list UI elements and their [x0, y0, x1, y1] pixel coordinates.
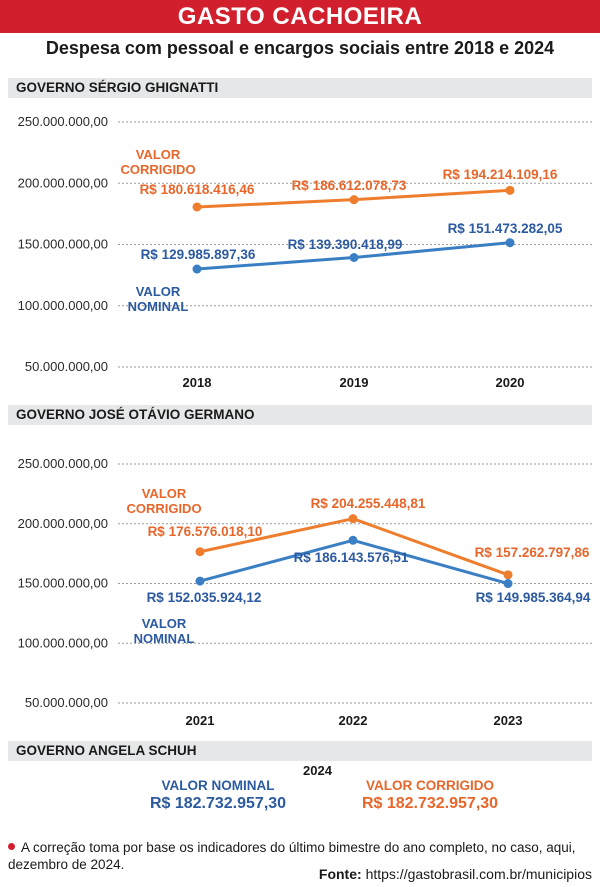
y-tick-label: 50.000.000,00 — [25, 695, 108, 710]
data-point-nominal — [503, 579, 513, 589]
section-header-germano: GOVERNO JOSÉ OTÁVIO GERMANO — [8, 405, 592, 425]
x-tick-label: 2018 — [183, 375, 212, 390]
data-point-nominal — [195, 576, 205, 586]
data-label-corrigido: R$ 176.576.018,10 — [148, 524, 263, 539]
page-subtitle: Despesa com pessoal e encargos sociais e… — [45, 38, 555, 58]
y-tick-label: 100.000.000,00 — [18, 298, 108, 313]
summary-corrigido-value: R$ 182.732.957,30 — [361, 795, 499, 812]
y-tick-label: 50.000.000,00 — [25, 359, 108, 374]
data-point-nominal — [192, 264, 202, 274]
data-label-corrigido: R$ 204.255.448,81 — [311, 496, 426, 511]
y-tick-label: 100.000.000,00 — [18, 635, 108, 650]
data-point-corrigido — [349, 195, 359, 205]
chart-ghignatti: 250.000.000,00 200.000.000,00 150.000.000,… — [18, 114, 592, 390]
data-label-corrigido: R$ 180.618.416,46 — [140, 182, 255, 197]
summary-nominal-value: R$ 182.732.957,30 — [149, 795, 287, 812]
bullet-icon — [8, 843, 15, 850]
y-tick-label: 150.000.000,00 — [18, 237, 108, 252]
summary-nominal: VALOR NOMINAL R$ 182.732.957,30 — [118, 778, 318, 813]
data-label-nominal: R$ 129.985.897,36 — [141, 247, 256, 262]
data-point-nominal — [505, 238, 515, 248]
footer-note-text: A correção toma por base os indicadores … — [8, 840, 576, 872]
data-label-nominal: R$ 152.035.924,12 — [147, 590, 262, 605]
data-label-nominal: R$ 186.143.576,51 — [294, 550, 409, 565]
footer-note: A correção toma por base os indicadores … — [8, 839, 593, 873]
source-label: Fonte: — [318, 866, 362, 882]
data-point-corrigido — [503, 570, 513, 580]
data-point-corrigido — [192, 202, 202, 212]
page-banner: GASTO CACHOEIRA — [0, 0, 600, 33]
data-point-nominal — [349, 252, 359, 262]
data-label-nominal: R$ 139.390.418,99 — [288, 237, 403, 252]
x-tick-label: 2020 — [496, 375, 525, 390]
data-label-corrigido: R$ 157.262.797,86 — [475, 545, 590, 560]
summary-corrigido: VALOR CORRIGIDO R$ 182.732.957,30 — [330, 778, 530, 813]
y-tick-label: 150.000.000,00 — [18, 576, 108, 591]
data-point-corrigido — [505, 185, 515, 195]
x-tick-label: 2023 — [494, 713, 523, 728]
summary-year: 2024 — [303, 763, 332, 778]
section-header-ghignatti: GOVERNO SÉRGIO GHIGNATTI — [8, 78, 592, 98]
data-point-corrigido — [348, 514, 358, 524]
data-label-nominal: R$ 151.473.282,05 — [448, 221, 563, 236]
summary-corrigido-label: VALOR CORRIGIDO — [366, 778, 494, 793]
data-label-corrigido: R$ 194.214.109,16 — [443, 167, 558, 182]
source-line: Fonte: https://gastobrasil.com.br/munici… — [319, 866, 592, 882]
source-url: https://gastobrasil.com.br/municipios — [365, 866, 592, 882]
series-name-nominal: VALOR — [142, 616, 187, 631]
chart-germano: 250.000.000,00 200.000.000,00 150.000.000,… — [18, 456, 592, 728]
data-label-corrigido: R$ 186.612.078,73 — [292, 178, 407, 193]
section-header-schuh: GOVERNO ANGELA SCHUH — [8, 741, 592, 761]
x-tick-label: 2021 — [186, 713, 215, 728]
series-name-corrigido: CORRIGIDO — [126, 501, 201, 516]
series-name-corrigido: VALOR — [136, 147, 181, 162]
page-title: GASTO CACHOEIRA — [177, 2, 423, 30]
y-tick-label: 250.000.000,00 — [18, 114, 108, 129]
y-tick-label: 200.000.000,00 — [18, 175, 108, 190]
y-tick-label: 200.000.000,00 — [18, 516, 108, 531]
series-name-nominal: NOMINAL — [134, 631, 195, 646]
data-label-nominal: R$ 149.985.364,94 — [476, 590, 591, 605]
data-point-corrigido — [195, 547, 205, 557]
series-name-nominal: VALOR — [136, 284, 181, 299]
data-point-nominal — [348, 535, 358, 545]
summary-nominal-label: VALOR NOMINAL — [161, 778, 275, 793]
series-name-corrigido: VALOR — [142, 486, 187, 501]
series-name-nominal: NOMINAL — [128, 299, 189, 314]
series-name-corrigido: CORRIGIDO — [120, 162, 195, 177]
x-tick-label: 2019 — [340, 375, 369, 390]
x-tick-label: 2022 — [339, 713, 368, 728]
y-tick-label: 250.000.000,00 — [18, 456, 108, 471]
